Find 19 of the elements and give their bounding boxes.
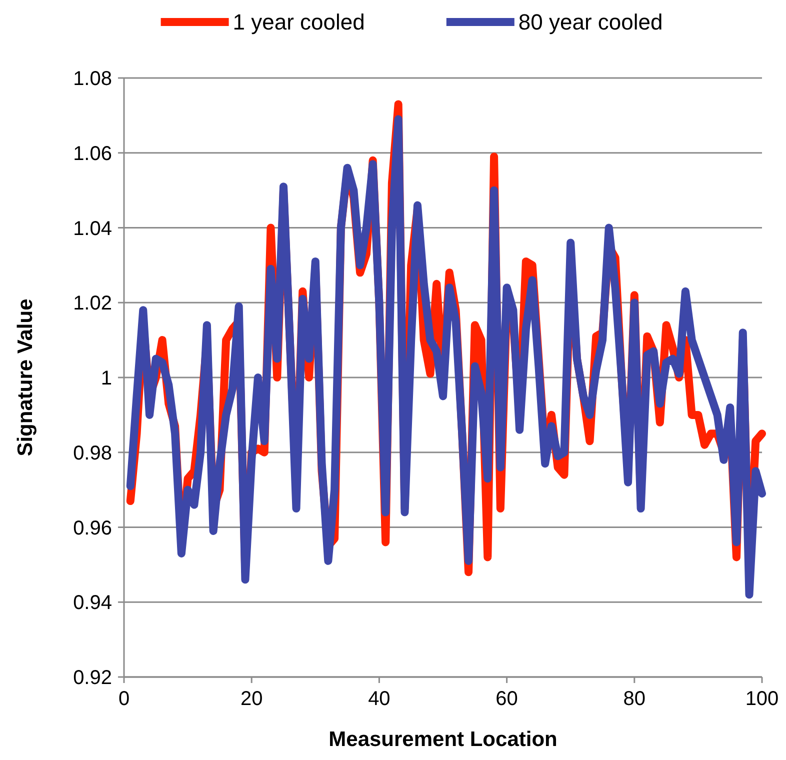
x-tick-label: 40 xyxy=(368,688,390,710)
y-tick-label: 1.06 xyxy=(73,142,112,165)
y-tick-label: 1.04 xyxy=(73,218,112,240)
x-tick-label: 0 xyxy=(118,688,130,710)
x-tick-label: 80 xyxy=(623,688,646,710)
y-tick-label: 0.94 xyxy=(73,592,112,614)
x-tick-label: 20 xyxy=(240,688,263,710)
y-tick-label: 0.96 xyxy=(73,517,112,540)
x-tick-label: 60 xyxy=(496,688,518,710)
y-tick-label: 1.08 xyxy=(73,68,112,90)
legend-label: 1 year cooled xyxy=(232,10,365,35)
y-axis-title: Signature Value xyxy=(14,298,37,456)
y-tick-label: 1.02 xyxy=(73,292,112,315)
y-tick-label: 0.92 xyxy=(73,667,112,689)
y-tick-label: 0.98 xyxy=(73,442,112,464)
x-tick-label: 100 xyxy=(745,688,779,710)
legend-label: 80 year cooled xyxy=(518,10,663,35)
y-tick-label: 1 xyxy=(100,368,112,390)
x-axis-title: Measurement Location xyxy=(328,728,558,751)
